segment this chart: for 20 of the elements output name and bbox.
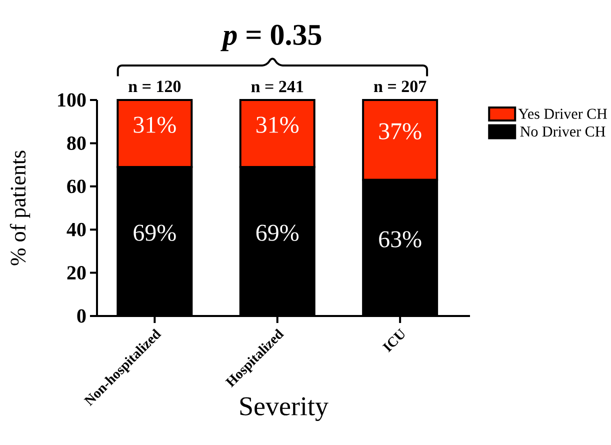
text: n = 241 bbox=[251, 80, 304, 92]
data-label: 31% bbox=[256, 116, 299, 133]
x-axis-title: Severity bbox=[240, 397, 328, 422]
y-tick-label: 40 bbox=[66, 222, 86, 236]
y-tick-label: 0 bbox=[77, 309, 86, 323]
data-label: 31% bbox=[134, 116, 176, 133]
legend-label: No Driver CH bbox=[520, 126, 606, 137]
text: n = 120 bbox=[128, 80, 181, 92]
text: p = 0.35 bbox=[220, 24, 322, 52]
y-tick-label: 100 bbox=[58, 93, 86, 107]
legend-label: Yes Driver CH bbox=[518, 108, 607, 119]
y-tick-label: 20 bbox=[67, 266, 86, 280]
data-label: 69% bbox=[256, 224, 299, 241]
y-axis-title: % of patients bbox=[10, 150, 30, 266]
data-label: 69% bbox=[134, 224, 176, 241]
text: n = 207 bbox=[374, 80, 426, 92]
y-tick-label: 80 bbox=[67, 136, 86, 150]
y-tick-label: 60 bbox=[67, 180, 86, 194]
data-label: 63% bbox=[379, 231, 422, 248]
data-label: 37% bbox=[379, 123, 422, 140]
